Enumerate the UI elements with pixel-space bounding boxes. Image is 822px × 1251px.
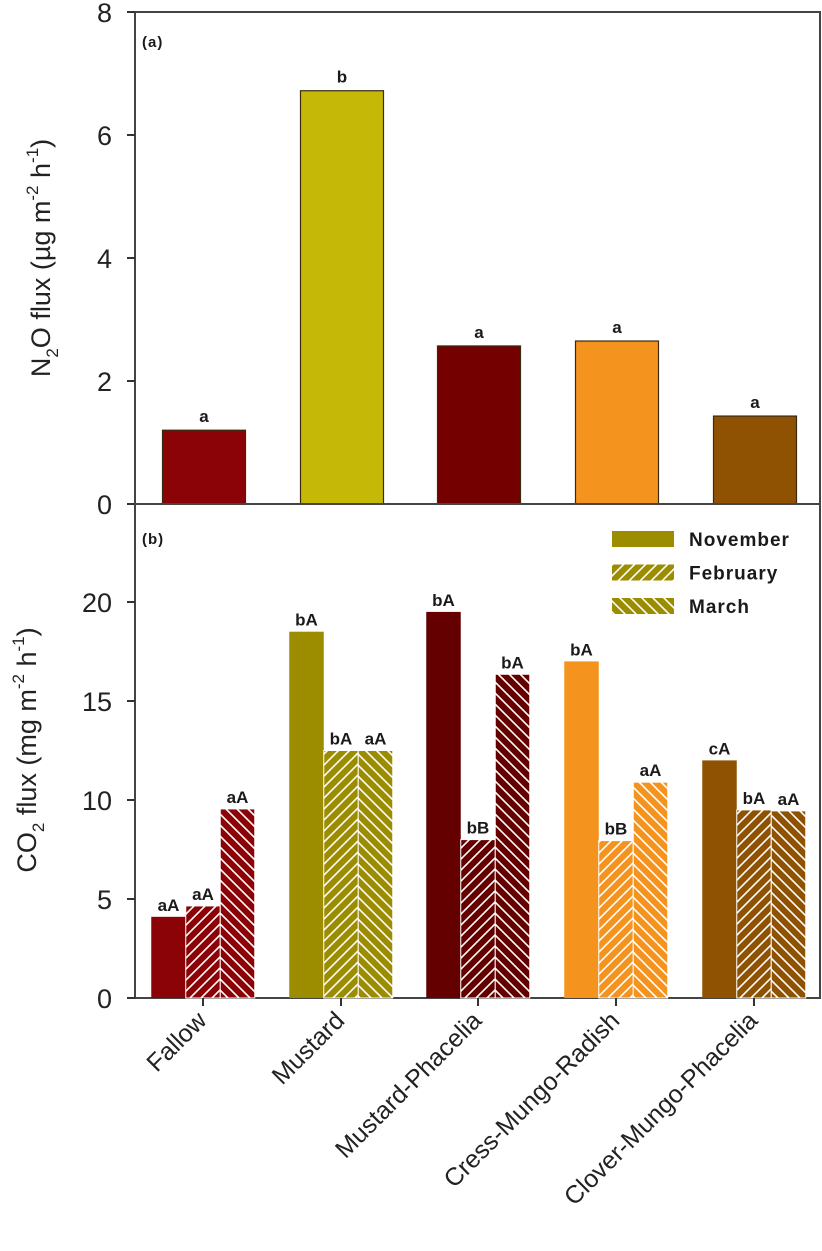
- panel-b-bar-label-cress-mungo-radish-november: bA: [570, 640, 593, 659]
- panel-a-bar-mustard: [299, 90, 385, 505]
- panel-b-bar-mustard-march: [357, 750, 394, 999]
- panel-a-y-axis-title: N2O flux (µg m-2 h-1): [23, 139, 62, 377]
- panel-b-bar-label-mustard-phacelia-november: bA: [432, 591, 455, 610]
- panel-b-bar-cress-mungo-radish-february: [598, 840, 634, 999]
- panel-b-bar-label-clover-mungo-phacelia-february: bA: [743, 789, 766, 808]
- panel-a-y-tick-label: 2: [97, 367, 112, 397]
- panel-a-bar-cress-mungo-radish: [574, 340, 660, 505]
- panel-b-bar-mustard-phacelia-november: [426, 611, 461, 998]
- panel-a-bar-clover-mungo-phacelia: [712, 415, 798, 505]
- x-category-label-fallow: Fallow: [141, 1006, 213, 1078]
- panel-a-y-tick-label: 0: [97, 490, 112, 520]
- panel-b-bar-label-mustard-phacelia-february: bB: [467, 819, 490, 838]
- panel-b-y-tick-label: 20: [82, 588, 112, 618]
- panel-b-bar-label-cress-mungo-radish-february: bB: [605, 820, 628, 839]
- panel-b-y-tick-label: 10: [82, 786, 112, 816]
- panel-b-label: (b): [142, 531, 164, 548]
- panel-b-bar-label-fallow-november: aA: [158, 896, 180, 915]
- panel-a-bar-fallow: [161, 429, 247, 505]
- panel-a-n2o-flux: (a) N2O flux (µg m-2 h-1) 0 2 4 6 8 a b a a a: [23, 0, 821, 520]
- panel-a-bar-label-mustard: b: [337, 68, 347, 87]
- panel-b-y-ticks: 0 5 10 15 20: [82, 588, 135, 1014]
- legend-swatch-march: [612, 598, 674, 614]
- panel-a-bar-label-cress-mungo-radish: a: [612, 318, 622, 337]
- panel-b-bar-fallow-march: [219, 808, 256, 999]
- panel-b-y-tick-label: 0: [97, 984, 112, 1014]
- panel-b-bars: aA aA aA bA bA aA bA bB bA bA bB aA cA bA aA: [151, 591, 807, 999]
- panel-b-x-ticks: Fallow MustardMustard-PhaceliaCress-Mungo…: [141, 998, 763, 1211]
- panel-a-y-tick-label: 4: [97, 244, 112, 274]
- panel-b-bar-mustard-november: [289, 631, 324, 998]
- panel-a-y-ticks: 0 2 4 6 8: [97, 0, 135, 520]
- panel-b-bar-label-mustard-phacelia-march: bA: [501, 653, 524, 672]
- legend-label-march: March: [689, 597, 750, 618]
- legend-label-november: November: [689, 530, 790, 551]
- panel-b-bar-clover-mungo-phacelia-march: [770, 810, 807, 999]
- panel-b-y-axis-title: CO2 flux (mg m-2 h-1): [9, 627, 48, 872]
- panel-b-y-tick-label: 15: [82, 687, 112, 717]
- panel-b-bar-cress-mungo-radish-march: [632, 781, 669, 999]
- panel-b-bar-mustard-phacelia-march: [494, 673, 531, 999]
- panel-b-bar-label-mustard-march: aA: [365, 730, 387, 749]
- panel-b-legend: November February March: [612, 530, 790, 618]
- legend-swatch-february: [612, 564, 674, 581]
- legend-swatch-november: [612, 531, 674, 547]
- panel-b-bar-clover-mungo-phacelia-february: [736, 809, 772, 999]
- x-category-label-mustard-phacelia: Mustard-Phacelia: [330, 1006, 487, 1163]
- panel-b-bar-label-fallow-march: aA: [227, 788, 249, 807]
- panel-b-bar-label-cress-mungo-radish-march: aA: [640, 761, 662, 780]
- panel-a-y-tick-label: 8: [97, 0, 112, 28]
- panel-b-bar-fallow-november: [151, 916, 186, 998]
- legend-label-february: February: [689, 564, 778, 585]
- panel-a-bar-mustard-phacelia: [436, 345, 522, 505]
- panel-b-bar-label-mustard-november: bA: [295, 611, 318, 630]
- panel-b-bar-mustard-phacelia-february: [460, 839, 496, 999]
- panel-a-label: (a): [142, 34, 163, 51]
- panel-b-bar-label-clover-mungo-phacelia-november: cA: [709, 739, 731, 758]
- panel-b-y-tick-label: 5: [97, 885, 112, 915]
- x-category-label-mustard: Mustard: [267, 1006, 351, 1090]
- panel-a-y-tick-label: 6: [97, 121, 112, 151]
- panel-b-bar-cress-mungo-radish-november: [564, 661, 599, 998]
- panel-a-bar-label-mustard-phacelia: a: [474, 323, 484, 342]
- panel-a-bars: a b a a a: [161, 68, 798, 505]
- panel-b-bar-clover-mungo-phacelia-november: [702, 760, 737, 998]
- panel-b-bar-label-mustard-february: bA: [330, 730, 353, 749]
- panel-b-bar-label-clover-mungo-phacelia-march: aA: [778, 790, 800, 809]
- panel-b-bar-fallow-february: [185, 905, 221, 999]
- panel-a-bar-label-fallow: a: [199, 407, 209, 426]
- panel-a-bar-label-clover-mungo-phacelia: a: [750, 393, 760, 412]
- panel-b-bar-mustard-february: [323, 750, 359, 999]
- panel-b-bar-label-fallow-february: aA: [192, 885, 214, 904]
